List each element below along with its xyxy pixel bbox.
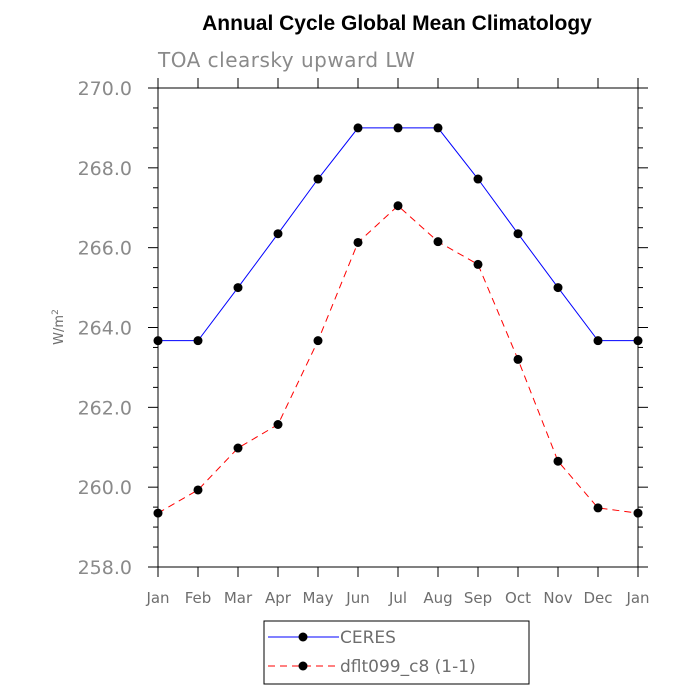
legend-label-model: dflt099_c8 (1-1) [340,657,476,677]
legend-label-ceres: CERES [340,628,396,648]
chart-title: Annual Cycle Global Mean Climatology [202,12,592,35]
x-tick-label: Aug [423,589,452,607]
series-1-point [313,336,323,346]
x-tick-label: Dec [583,589,612,607]
x-tick-label: Sep [464,589,492,607]
series-0-point [633,336,643,346]
series-1-point [273,420,283,429]
series-1-point [473,259,483,269]
series-1-point [433,237,443,247]
x-tick-label: Jun [345,589,369,607]
series-0-point [473,174,483,184]
x-tick-label: Jul [388,589,407,607]
series-0-point [553,283,563,293]
y-tick-label: 258.0 [78,557,132,579]
series-0-point [313,174,323,184]
series-1-point [633,508,643,518]
series-1-point [553,456,563,466]
series-0-point [153,336,163,346]
y-tick-label: 262.0 [78,397,132,419]
legend-box [263,620,530,685]
y-tick-label: 264.0 [78,318,132,340]
y-axis-label-superscript: 2 [51,309,61,315]
y-tick-label: 266.0 [78,238,132,260]
series-line-0 [158,127,638,342]
x-tick-label: Jan [625,589,649,607]
x-tick-label: Nov [543,589,572,607]
series-1-point [353,237,363,247]
series-0-point [433,123,443,133]
y-axis-label: W/m2 [51,309,67,345]
y-tick-labels: 258.0 260.0 262.0 264.0 266.0 268.0 270.0 [78,78,132,579]
series-0-point [593,336,603,346]
x-tick-label: May [302,589,333,607]
chart-legend: CERES dflt099_c8 (1-1) [263,620,530,685]
legend-marker-model [298,661,308,671]
series-1-point [393,201,403,211]
series-1-point [193,485,203,495]
series-1-point [593,503,603,513]
x-tick-labels: Jan Feb Mar Apr May Jun Jul Aug Sep Oct Nov Dec Jan [145,589,649,607]
plot-frame [157,87,639,568]
series-1-point [153,508,163,518]
series-0-point [233,283,243,293]
x-tick-label: Apr [265,589,292,607]
series-0-point [393,123,403,133]
y-axis-label-text: W/m [52,315,67,345]
legend-marker-ceres [298,632,308,642]
x-tick-label: Oct [505,589,531,607]
series-0-point [353,123,363,133]
x-tick-label: Feb [185,589,212,607]
y-tick-label: 270.0 [78,78,132,100]
plot-axes [148,78,648,577]
series-0-point [513,229,523,239]
y-tick-label: 268.0 [78,158,132,180]
series-layer [153,123,643,518]
y-tick-label: 260.0 [78,477,132,499]
series-0-point [273,229,283,239]
x-tick-label: Jan [145,589,169,607]
series-1-point [513,354,523,364]
series-0-point [193,336,203,346]
chart-subtitle: TOA clearsky upward LW [157,48,415,72]
series-1-point [233,443,243,453]
x-tick-label: Mar [224,589,253,607]
series-line-1 [157,205,639,514]
